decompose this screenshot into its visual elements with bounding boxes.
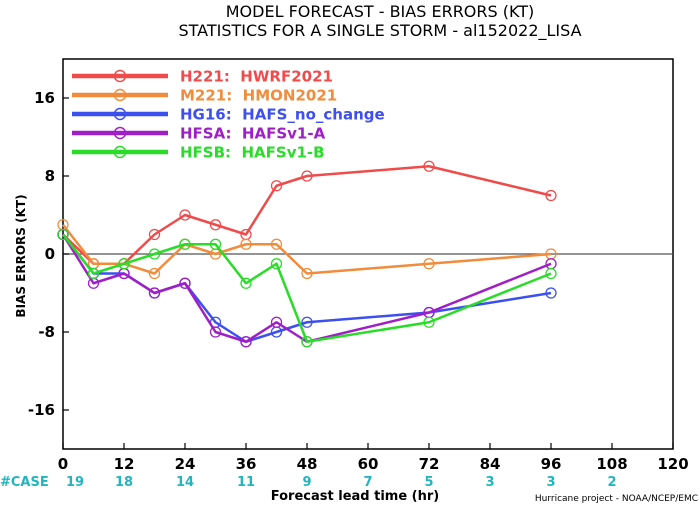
data-point [270, 258, 283, 270]
y-tick-label: -8 [38, 323, 55, 341]
case-count: 19 [66, 475, 84, 490]
series-line [62, 223, 552, 275]
data-point [423, 160, 435, 172]
data-point [209, 219, 222, 231]
chart-title: MODEL FORECAST - BIAS ERRORS (KT) [226, 2, 535, 21]
data-point [148, 267, 161, 280]
data-point [301, 336, 313, 348]
y-tick-label: 8 [45, 167, 55, 185]
legend-marker [113, 88, 127, 102]
series-5 [57, 228, 557, 348]
data-point [423, 316, 435, 328]
x-tick-label: 96 [541, 455, 562, 473]
x-tick-label: 12 [114, 455, 135, 473]
case-count: 3 [485, 475, 494, 490]
x-tick-label: 60 [358, 455, 379, 473]
data-point [148, 287, 161, 299]
data-point [270, 316, 283, 328]
legend-marker [113, 107, 127, 121]
legend-label: H221: HWRF2021 [180, 68, 333, 86]
series-line [62, 233, 552, 343]
y-tick-label: -16 [28, 401, 55, 419]
series-3 [57, 228, 557, 348]
data-point [423, 258, 435, 270]
series-line [62, 233, 552, 343]
data-point [209, 238, 222, 250]
x-tick-label: 108 [596, 455, 627, 473]
data-point [209, 326, 222, 338]
x-tick-label: 0 [58, 455, 68, 473]
data-point [545, 267, 557, 280]
x-tick-label: 84 [480, 455, 501, 473]
data-point [545, 189, 557, 202]
series-line [61, 233, 552, 343]
chart-subtitle: STATISTICS FOR A SINGLE STORM - al152022… [178, 21, 581, 41]
case-count: 9 [302, 475, 311, 490]
data-point [118, 258, 130, 270]
data-point [301, 316, 313, 328]
case-count: 18 [115, 475, 133, 490]
case-count: 3 [546, 475, 555, 490]
case-count: 14 [176, 475, 194, 490]
data-point [270, 180, 283, 192]
data-point [240, 277, 252, 289]
case-count: 11 [237, 475, 255, 490]
x-tick-label: 72 [419, 455, 440, 473]
data-point [148, 248, 161, 260]
data-point [240, 336, 252, 348]
data-point [57, 228, 69, 241]
data-point [148, 228, 161, 241]
x-tick-label: 120 [657, 455, 688, 473]
legend-label: HFSA: HAFSv1-A [180, 125, 326, 143]
series-2 [57, 219, 557, 280]
y-axis-label: BIAS ERRORS (KT) [14, 194, 28, 317]
legend-label: M221: HMON2021 [180, 87, 337, 105]
case-count: 5 [424, 475, 433, 490]
legend-label: HFSB: HAFSv1-B [180, 144, 325, 162]
data-point [179, 277, 191, 289]
data-point [545, 287, 557, 299]
legend-marker [113, 69, 127, 83]
data-point [270, 238, 283, 250]
data-point [240, 238, 252, 250]
y-tick-label: 0 [45, 245, 55, 263]
data-point [301, 170, 313, 182]
legend-label: HG16: HAFS_no_change [180, 106, 385, 124]
series-1 [57, 160, 557, 270]
x-tick-label: 48 [297, 455, 318, 473]
case-count-label: #CASE [0, 475, 49, 490]
case-count: 2 [607, 475, 616, 490]
data-point [87, 267, 100, 280]
case-count: 7 [363, 475, 372, 490]
legend-marker [113, 145, 127, 159]
x-axis-label: Forecast lead time (hr) [271, 489, 439, 504]
legend-marker [113, 126, 127, 140]
data-point [301, 267, 313, 280]
credit-text: Hurricane project - NOAA/NCEP/EMC [535, 494, 698, 504]
data-point [179, 238, 191, 250]
x-tick-label: 24 [175, 455, 196, 473]
series-4 [57, 228, 557, 348]
x-tick-label: 36 [236, 455, 257, 473]
y-tick-label: 16 [34, 89, 55, 107]
data-point [179, 209, 191, 221]
